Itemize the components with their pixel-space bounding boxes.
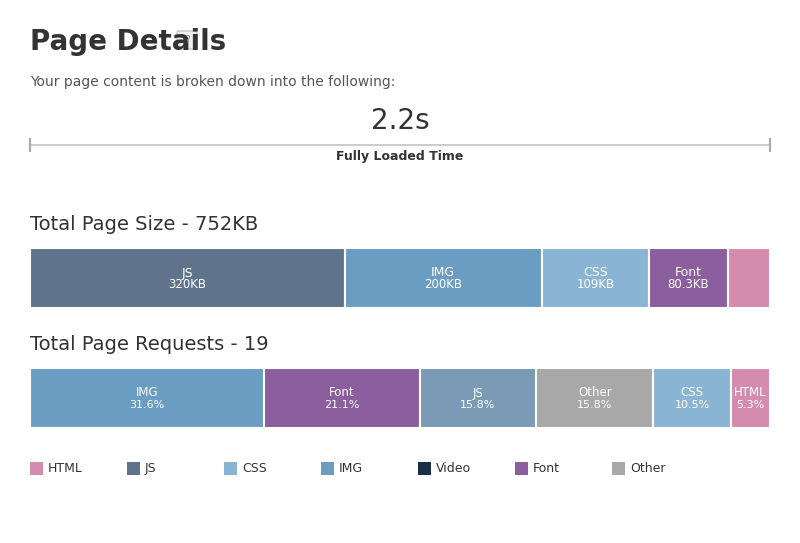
- Bar: [30, 462, 43, 475]
- Text: 21.1%: 21.1%: [324, 400, 359, 410]
- Text: Font: Font: [329, 387, 354, 400]
- Text: 80.3KB: 80.3KB: [668, 279, 710, 292]
- Bar: [515, 462, 528, 475]
- Bar: [418, 462, 431, 475]
- Bar: [30, 248, 345, 308]
- Text: Your page content is broken down into the following:: Your page content is broken down into th…: [30, 75, 395, 89]
- Bar: [127, 462, 140, 475]
- Bar: [419, 368, 536, 428]
- Text: 15.8%: 15.8%: [460, 400, 496, 410]
- Text: 109KB: 109KB: [576, 279, 614, 292]
- Text: Font: Font: [675, 267, 702, 280]
- Text: CSS: CSS: [583, 267, 608, 280]
- Bar: [728, 248, 770, 308]
- Text: 320KB: 320KB: [169, 279, 206, 292]
- Text: Fully Loaded Time: Fully Loaded Time: [336, 150, 464, 163]
- Text: Page Details: Page Details: [30, 28, 226, 56]
- Bar: [30, 368, 264, 428]
- Bar: [731, 368, 770, 428]
- Text: Total Page Requests - 19: Total Page Requests - 19: [30, 335, 269, 354]
- Text: 10.5%: 10.5%: [674, 400, 710, 410]
- Text: 31.6%: 31.6%: [129, 400, 165, 410]
- Text: HTML: HTML: [734, 387, 766, 400]
- Text: Video: Video: [436, 462, 471, 475]
- Text: Other: Other: [578, 387, 612, 400]
- Text: IMG: IMG: [431, 267, 455, 280]
- Bar: [649, 248, 728, 308]
- Text: ?: ?: [184, 35, 190, 45]
- Text: Total Page Size - 752KB: Total Page Size - 752KB: [30, 215, 258, 234]
- Bar: [224, 462, 237, 475]
- Text: 15.8%: 15.8%: [577, 400, 613, 410]
- Text: 2.2s: 2.2s: [370, 107, 430, 135]
- Bar: [536, 368, 653, 428]
- Bar: [264, 368, 419, 428]
- Bar: [653, 368, 731, 428]
- Text: JS: JS: [473, 387, 483, 400]
- Text: Other: Other: [630, 462, 666, 475]
- Bar: [612, 462, 625, 475]
- Text: JS: JS: [145, 462, 157, 475]
- Bar: [345, 248, 542, 308]
- Text: JS: JS: [182, 267, 194, 280]
- FancyBboxPatch shape: [177, 31, 197, 49]
- Text: IMG: IMG: [135, 387, 158, 400]
- Bar: [542, 248, 649, 308]
- Bar: [321, 462, 334, 475]
- Text: CSS: CSS: [242, 462, 266, 475]
- Text: CSS: CSS: [681, 387, 703, 400]
- Text: HTML: HTML: [48, 462, 83, 475]
- Text: Font: Font: [533, 462, 560, 475]
- Text: 5.3%: 5.3%: [736, 400, 765, 410]
- Text: 200KB: 200KB: [424, 279, 462, 292]
- Text: IMG: IMG: [339, 462, 363, 475]
